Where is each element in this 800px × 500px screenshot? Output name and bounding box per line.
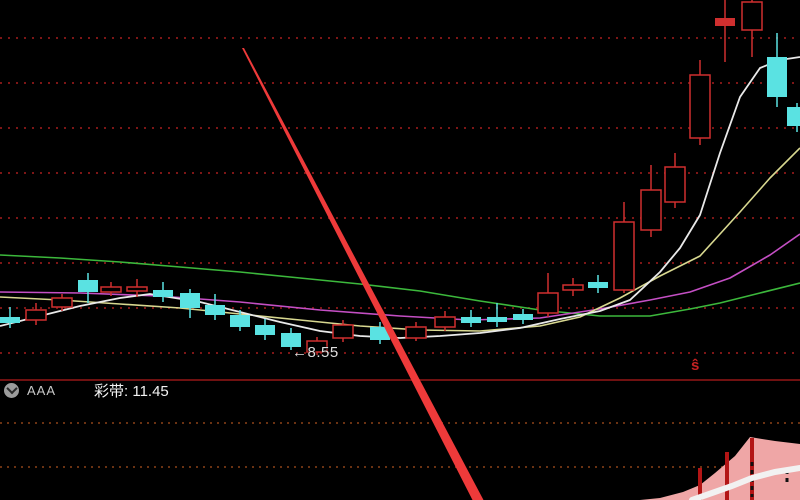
indicator-value: 彩带: 11.45 [94, 382, 169, 400]
indicator-name[interactable]: AAA [27, 382, 57, 398]
chevron-down-glyph [5, 382, 18, 395]
chevron-down-circle-icon[interactable] [4, 382, 19, 398]
low-price-annotation: ←8.55 [292, 344, 339, 361]
right-marker-symbol: ŝ [691, 357, 700, 374]
indicator-bar: AAA 彩带: 11.45 [0, 380, 800, 400]
